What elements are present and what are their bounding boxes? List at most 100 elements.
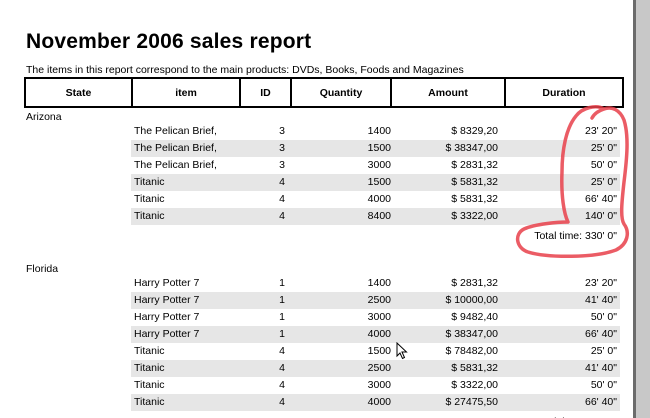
amount-cell: $ 5831,32 [451,176,498,188]
table-row: Harry Potter 7 1 3000 $ 9482,40 50' 0" [131,309,620,326]
group-total-time: Total time: 330' 0" [534,230,617,242]
item-cell: Titanic [134,193,165,205]
duration-cell: 50' 0" [590,379,617,391]
table-row: Harry Potter 7 1 1400 $ 2831,32 23' 20" [131,275,620,292]
table-row: The Pelican Brief, 3 1500 $ 38347,00 25' 0" [131,140,620,157]
item-cell: The Pelican Brief, [134,125,217,137]
column-header-quantity: Quantity [292,79,392,106]
quantity-cell: 4000 [367,193,391,205]
item-cell: Harry Potter 7 [134,328,200,340]
id-cell: 3 [279,142,285,154]
duration-cell: 50' 0" [590,159,617,171]
id-cell: 1 [279,328,285,340]
duration-cell: 23' 20" [584,125,617,137]
quantity-cell: 3000 [367,311,391,323]
item-cell: Titanic [134,362,165,374]
column-header-state: State [26,79,133,106]
amount-cell: $ 5831,32 [451,362,498,374]
amount-cell: $ 2831,32 [451,277,498,289]
state-group-label: Arizona [26,111,62,123]
table-row: Harry Potter 7 1 4000 $ 38347,00 66' 40" [131,326,620,343]
quantity-cell: 8400 [367,210,391,222]
duration-cell: 25' 0" [590,142,617,154]
report-page: November 2006 sales report The items in … [0,0,633,418]
duration-cell: 66' 40" [584,396,617,408]
table-row: Titanic 4 8400 $ 3322,00 140' 0" [131,208,620,225]
id-cell: 4 [279,345,285,357]
id-cell: 3 [279,125,285,137]
id-cell: 1 [279,277,285,289]
table-row: The Pelican Brief, 3 3000 $ 2831,32 50' 0" [131,157,620,174]
quantity-cell: 3000 [367,159,391,171]
item-cell: Titanic [134,210,165,222]
quantity-cell: 2500 [367,362,391,374]
id-cell: 4 [279,176,285,188]
duration-cell: 50' 0" [590,311,617,323]
table-row: Titanic 4 1500 $ 5831,32 25' 0" [131,174,620,191]
quantity-cell: 1500 [367,345,391,357]
column-header-id: ID [241,79,292,106]
table-row: Titanic 4 1500 $ 78482,00 25' 0" [131,343,620,360]
report-subtitle: The items in this report correspond to t… [26,64,464,76]
amount-cell: $ 8329,20 [451,125,498,137]
quantity-cell: 2500 [367,294,391,306]
duration-cell: 23' 20" [584,277,617,289]
amount-cell: $ 5831,32 [451,193,498,205]
item-cell: Titanic [134,345,165,357]
duration-cell: 66' 40" [584,328,617,340]
table-row: Titanic 4 4000 $ 5831,32 66' 40" [131,191,620,208]
mouse-pointer-icon [396,342,408,360]
table-row: Titanic 4 3000 $ 3322,00 50' 0" [131,377,620,394]
item-cell: Harry Potter 7 [134,294,200,306]
table-row: Harry Potter 7 1 2500 $ 10000,00 41' 40" [131,292,620,309]
duration-cell: 25' 0" [590,345,617,357]
quantity-cell: 3000 [367,379,391,391]
column-header-duration: Duration [542,86,586,99]
item-cell: Titanic [134,379,165,391]
amount-cell: $ 27475,50 [445,396,498,408]
column-header-table: State item ID Quantity Amount Duration [24,77,624,108]
amount-cell: $ 2831,32 [451,159,498,171]
item-cell: Titanic [134,176,165,188]
id-cell: 1 [279,294,285,306]
amount-cell: $ 3322,00 [451,210,498,222]
amount-cell: $ 38347,00 [445,328,498,340]
table-row: Titanic 4 4000 $ 27475,50 66' 40" [131,394,620,411]
state-group-label: Florida [26,263,59,275]
column-header-item: item [133,79,241,106]
table-row: The Pelican Brief, 3 1400 $ 8329,20 23' 20" [131,123,620,140]
table-row: Titanic 4 2500 $ 5831,32 41' 40" [131,360,620,377]
item-cell: The Pelican Brief, [134,159,217,171]
amount-cell: $ 3322,00 [451,379,498,391]
id-cell: 4 [279,210,285,222]
duration-cell: 140' 0" [584,210,617,222]
quantity-cell: 1500 [367,176,391,188]
amount-cell: $ 38347,00 [445,142,498,154]
report-title: November 2006 sales report [26,30,312,53]
item-cell: Titanic [134,396,165,408]
amount-cell: $ 9482,40 [451,311,498,323]
quantity-cell: 1400 [367,125,391,137]
id-cell: 4 [279,193,285,205]
column-header-amount: Amount [392,79,506,106]
id-cell: 3 [279,159,285,171]
quantity-cell: 4000 [367,328,391,340]
amount-cell: $ 78482,00 [445,345,498,357]
id-cell: 4 [279,379,285,391]
quantity-cell: 1400 [367,277,391,289]
duration-cell: 41' 40" [584,362,617,374]
duration-cell: 25' 0" [590,176,617,188]
group-total-time: Total time: 365' 0" [534,416,617,418]
id-cell: 1 [279,311,285,323]
page-edge-shadow [633,0,636,418]
id-cell: 4 [279,396,285,408]
quantity-cell: 4000 [367,396,391,408]
amount-cell: $ 10000,00 [445,294,498,306]
duration-cell: 66' 40" [584,193,617,205]
quantity-cell: 1500 [367,142,391,154]
id-cell: 4 [279,362,285,374]
item-cell: Harry Potter 7 [134,311,200,323]
item-cell: Harry Potter 7 [134,277,200,289]
duration-cell: 41' 40" [584,294,617,306]
item-cell: The Pelican Brief, [134,142,217,154]
